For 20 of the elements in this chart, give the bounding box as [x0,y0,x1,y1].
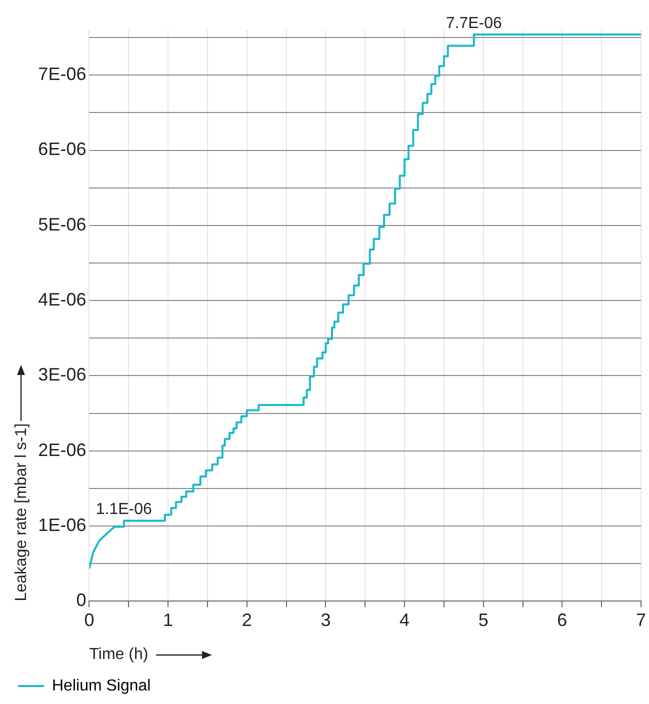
y-tick-label: 0 [76,590,86,610]
y-axis-title: Leakage rate [mbar l s-1] [13,423,30,602]
y-tick-label: 6E-06 [38,139,86,160]
annotation: 7.7E-06 [446,14,502,32]
x-tick-label: 6 [557,610,568,630]
y-tick-label: 3E-06 [38,364,86,385]
x-tick-label: 3 [320,610,331,630]
y-tick-label: 2E-06 [38,440,86,460]
annotation: 1.1E-06 [96,501,152,518]
y-tick-label: 4E-06 [38,290,86,310]
x-tick-label: 1 [163,610,174,630]
y-tick-label: 5E-06 [38,214,86,234]
legend-label: Helium Signal [52,677,151,694]
y-tick-label: 1E-06 [38,515,86,536]
x-tick-label: 2 [242,610,252,630]
x-axis-title: Time (h) [89,646,148,663]
x-tick-label: 7 [636,610,646,630]
y-tick-label: 7E-06 [38,64,86,84]
x-tick-label: 4 [400,610,410,630]
x-tick-label: 5 [478,610,488,630]
